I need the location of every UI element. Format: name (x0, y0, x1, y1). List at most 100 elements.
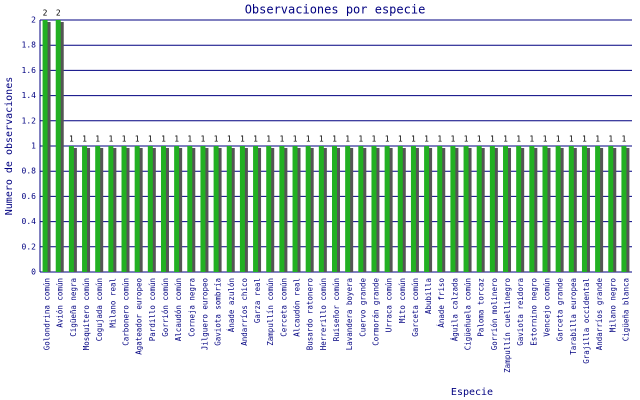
x-tick-label: Garceta común (411, 278, 420, 337)
bar (55, 20, 61, 272)
y-tick-label: 0.2 (22, 242, 37, 251)
x-tick-label: Mito común (398, 278, 407, 323)
x-tick-label: Gorrión común (161, 278, 170, 337)
x-tick-label: Cuervo grande (358, 278, 367, 337)
bar (450, 146, 456, 272)
bar-shadow (427, 148, 433, 272)
value-label: 1 (293, 135, 298, 144)
bar-shadow (348, 148, 354, 272)
x-tick-label: Ruiseñor común (332, 278, 341, 341)
bar-shadow (413, 148, 419, 272)
value-label: 1 (266, 135, 271, 144)
x-tick-label: Cigüeñuela común (464, 278, 473, 350)
x-tick-label: Ánade friso (437, 278, 446, 328)
x-tick-label: Pardillo común (148, 278, 157, 341)
bar (542, 146, 548, 272)
value-label: 1 (372, 135, 377, 144)
bar-shadow (532, 148, 538, 272)
x-tick-label: Zampullín cuellinegro (503, 278, 512, 373)
x-tick-label: Avión común (56, 278, 65, 328)
bar-shadow (85, 148, 91, 272)
value-label: 1 (411, 135, 416, 144)
value-label: 1 (69, 135, 74, 144)
bar-shadow (177, 148, 183, 272)
bar-shadow (256, 148, 262, 272)
bar-shadow (58, 22, 64, 272)
bar-shadow (124, 148, 130, 272)
bar-shadow (137, 148, 143, 272)
bar-shadow (111, 148, 117, 272)
bar (266, 146, 272, 272)
bar-shadow (387, 148, 393, 272)
value-label: 1 (82, 135, 87, 144)
value-label: 1 (622, 135, 627, 144)
value-label: 1 (608, 135, 613, 144)
value-label: 1 (477, 135, 482, 144)
x-tick-label: Andarríos grande (595, 278, 604, 351)
value-label: 1 (187, 135, 192, 144)
value-label: 1 (332, 135, 337, 144)
bar-shadow (282, 148, 288, 272)
bar-shadow (242, 148, 248, 272)
bar-shadow (150, 148, 156, 272)
value-label: 1 (227, 135, 232, 144)
x-tick-label: Andarríos chico (240, 278, 249, 346)
x-tick-label: Cigüeña negra (69, 278, 78, 337)
bar (95, 146, 101, 272)
x-tick-label: Águila calzada (450, 278, 459, 341)
bar (187, 146, 193, 272)
x-tick-label: Lavandera boyera (345, 278, 354, 350)
x-tick-label: Gaviota sombría (214, 278, 223, 346)
value-label: 1 (122, 135, 127, 144)
x-tick-label: Milano negro (608, 278, 617, 333)
bar (121, 146, 127, 272)
bar (555, 146, 561, 272)
x-tick-label: Tarabilla europea (569, 278, 578, 355)
bar-shadow (374, 148, 380, 272)
value-label: 1 (306, 135, 311, 144)
x-tick-label: Gaviota reidora (516, 278, 525, 346)
bar-shadow (506, 148, 512, 272)
bar-shadow (440, 148, 446, 272)
y-tick-label: 0.6 (22, 192, 37, 201)
bar-shadow (519, 148, 525, 272)
x-tick-label: Cerceta común (279, 278, 288, 337)
x-tick-label: Vencejo común (542, 278, 551, 337)
bar-shadow (335, 148, 340, 272)
x-tick-label: Gorrión molinero (490, 278, 499, 351)
value-label: 1 (556, 135, 561, 144)
value-label: 1 (358, 135, 363, 144)
value-label: 1 (516, 135, 521, 144)
bar (581, 146, 587, 272)
bar (476, 146, 482, 272)
x-tick-label: Mosquitero común (82, 278, 91, 350)
value-label: 1 (174, 135, 179, 144)
y-tick-label: 1 (31, 142, 36, 151)
x-tick-label: Carbonero común (122, 278, 131, 346)
bar-shadow (611, 148, 617, 272)
x-tick-label: Cormorán grande (371, 278, 380, 346)
y-axis-label: Numero de observaciones (4, 77, 15, 215)
value-label: 1 (385, 135, 390, 144)
bar (174, 146, 180, 272)
value-label: 1 (279, 135, 284, 144)
y-tick-label: 1.2 (22, 116, 37, 125)
bar (226, 146, 232, 272)
bar-shadow (545, 148, 551, 272)
bar (253, 146, 259, 272)
bar (108, 146, 114, 272)
bar-shadow (45, 22, 51, 272)
value-label: 1 (135, 135, 140, 144)
bar (437, 146, 443, 272)
bar-shadow (624, 148, 630, 272)
bar (279, 146, 285, 272)
x-tick-label: Agateador europeo (135, 278, 144, 355)
bar (608, 146, 614, 272)
bar-shadow (71, 148, 77, 272)
bar (463, 146, 469, 272)
bar-shadow (400, 148, 406, 272)
x-tick-label: Busardo ratonero (306, 278, 315, 351)
x-tick-label: Corneja negra (187, 278, 196, 337)
value-label: 1 (345, 135, 350, 144)
bar (82, 146, 88, 272)
